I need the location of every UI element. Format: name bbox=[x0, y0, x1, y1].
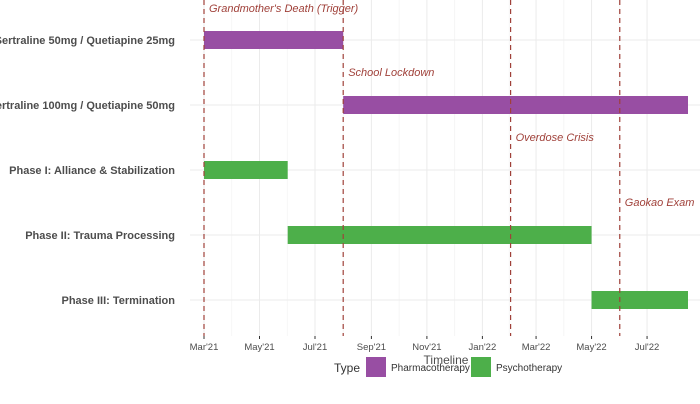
x-tick-label: Jul'21 bbox=[303, 342, 328, 353]
task-label: Phase I: Alliance & Stabilization bbox=[9, 165, 175, 177]
event-label-grandmother-s-death-trigger: Grandmother's Death (Trigger) bbox=[209, 3, 359, 15]
legend-swatch-psychotherapy bbox=[471, 357, 491, 377]
task-bar-phase-iii-termination bbox=[591, 291, 688, 309]
y-axis-labels: Sertraline 50mg / Quetiapine 25mg Sertral… bbox=[0, 35, 175, 307]
task-label: Sertraline 50mg / Quetiapine 25mg bbox=[0, 35, 175, 47]
legend: Type Pharmacotherapy Psychotherapy bbox=[334, 357, 562, 377]
event-label-school-lockdown: School Lockdown bbox=[348, 67, 434, 79]
task-label: Phase II: Trauma Processing bbox=[25, 230, 175, 242]
task-bar-phase-i-alliance-stabilization bbox=[204, 161, 288, 179]
x-axis-title: Timeline bbox=[424, 353, 469, 367]
x-tick-label: May'21 bbox=[244, 342, 274, 353]
task-bars bbox=[204, 31, 688, 309]
legend-label-pharmacotherapy: Pharmacotherapy bbox=[391, 363, 470, 374]
legend-label-psychotherapy: Psychotherapy bbox=[496, 363, 562, 374]
x-tick-label: Sep'21 bbox=[357, 342, 386, 353]
event-label-overdose-crisis: Overdose Crisis bbox=[516, 132, 595, 144]
x-axis-ticks: Mar'21 May'21 Jul'21 Sep'21 Nov'21 Jan'22 Mar'… bbox=[190, 336, 660, 353]
x-tick-label: Jul'22 bbox=[635, 342, 660, 353]
legend-swatch-pharmacotherapy bbox=[366, 357, 386, 377]
legend-title: Type bbox=[334, 361, 360, 375]
x-tick-label: Nov'21 bbox=[412, 342, 441, 353]
x-tick-label: Jan'22 bbox=[469, 342, 497, 353]
task-label: Sertraline 100mg / Quetiapine 50mg bbox=[0, 100, 175, 112]
task-bar-sertraline-50mg-quetiapine-25mg bbox=[204, 31, 344, 49]
task-label: Phase III: Termination bbox=[62, 295, 176, 307]
x-tick-label: Mar'22 bbox=[522, 342, 551, 353]
task-bar-sertraline-100mg-quetiapine-50mg bbox=[343, 96, 688, 114]
task-bar-phase-ii-trauma-processing bbox=[287, 226, 592, 244]
event-label-gaokao-exam: Gaokao Exam bbox=[625, 197, 695, 209]
x-tick-label: Mar'21 bbox=[190, 342, 219, 353]
event-lines: Grandmother's Death (Trigger) School Lock… bbox=[203, 0, 695, 336]
x-tick-label: May'22 bbox=[576, 342, 606, 353]
